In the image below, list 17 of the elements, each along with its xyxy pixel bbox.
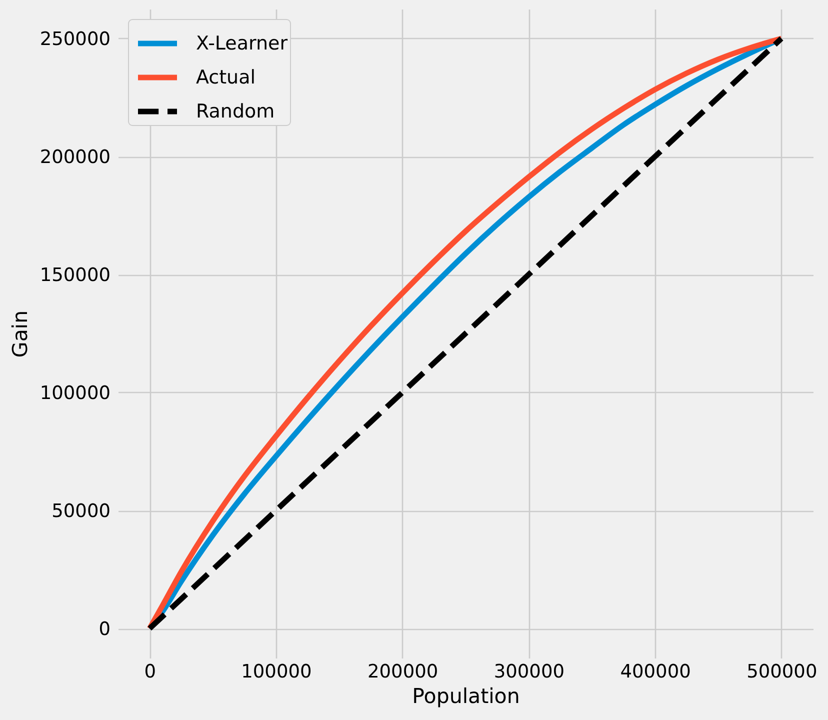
y-tick-label: 0 [98,619,110,640]
legend-label: Random [196,100,275,122]
y-tick-label: 50000 [52,501,110,522]
y-tick-label: 150000 [40,265,110,286]
legend-label: X-Learner [196,32,288,54]
y-axis-title: Gain [8,310,32,358]
x-tick-label: 100000 [241,662,312,682]
y-tick-label: 250000 [40,29,110,50]
x-tick-label: 400000 [620,662,691,682]
x-axis-title: Population [412,684,520,708]
legend-label: Actual [196,66,256,88]
x-tick-label: 200000 [368,662,438,682]
x-tick-label: 500000 [746,662,818,682]
x-tick-label: 300000 [494,662,564,682]
y-tick-label: 100000 [40,383,110,404]
y-tick-label: 200000 [40,147,110,168]
x-tick-label: 0 [144,662,156,682]
